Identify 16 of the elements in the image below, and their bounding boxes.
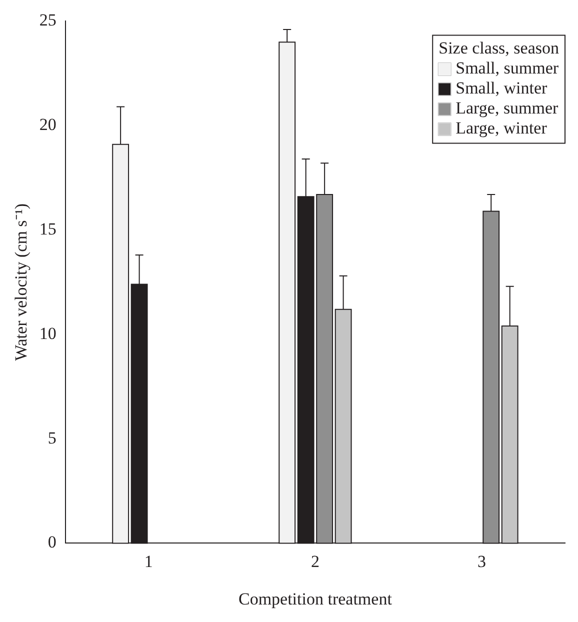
y-tick-label: 10 [39,324,56,343]
y-axis-title: Water velocity (cm s⁻¹) [12,203,31,361]
legend-label: Small, winter [456,78,548,98]
legend-title: Size class, season [438,38,560,58]
legend-label: Small, summer [456,58,559,78]
x-tick-label: 2 [310,552,320,571]
y-tick-label: 25 [39,10,56,30]
x-tick-label: 1 [144,552,153,571]
y-tick-label: 0 [48,532,56,552]
y-tick-label: 15 [39,219,56,238]
x-axis-title: Competition treatment [238,589,392,608]
y-tick-label: 5 [48,428,56,448]
legend-label: Large, summer [456,98,559,118]
x-tick-label: 3 [477,552,486,571]
y-tick-label: 20 [39,115,56,134]
legend-label: Large, winter [456,118,548,138]
